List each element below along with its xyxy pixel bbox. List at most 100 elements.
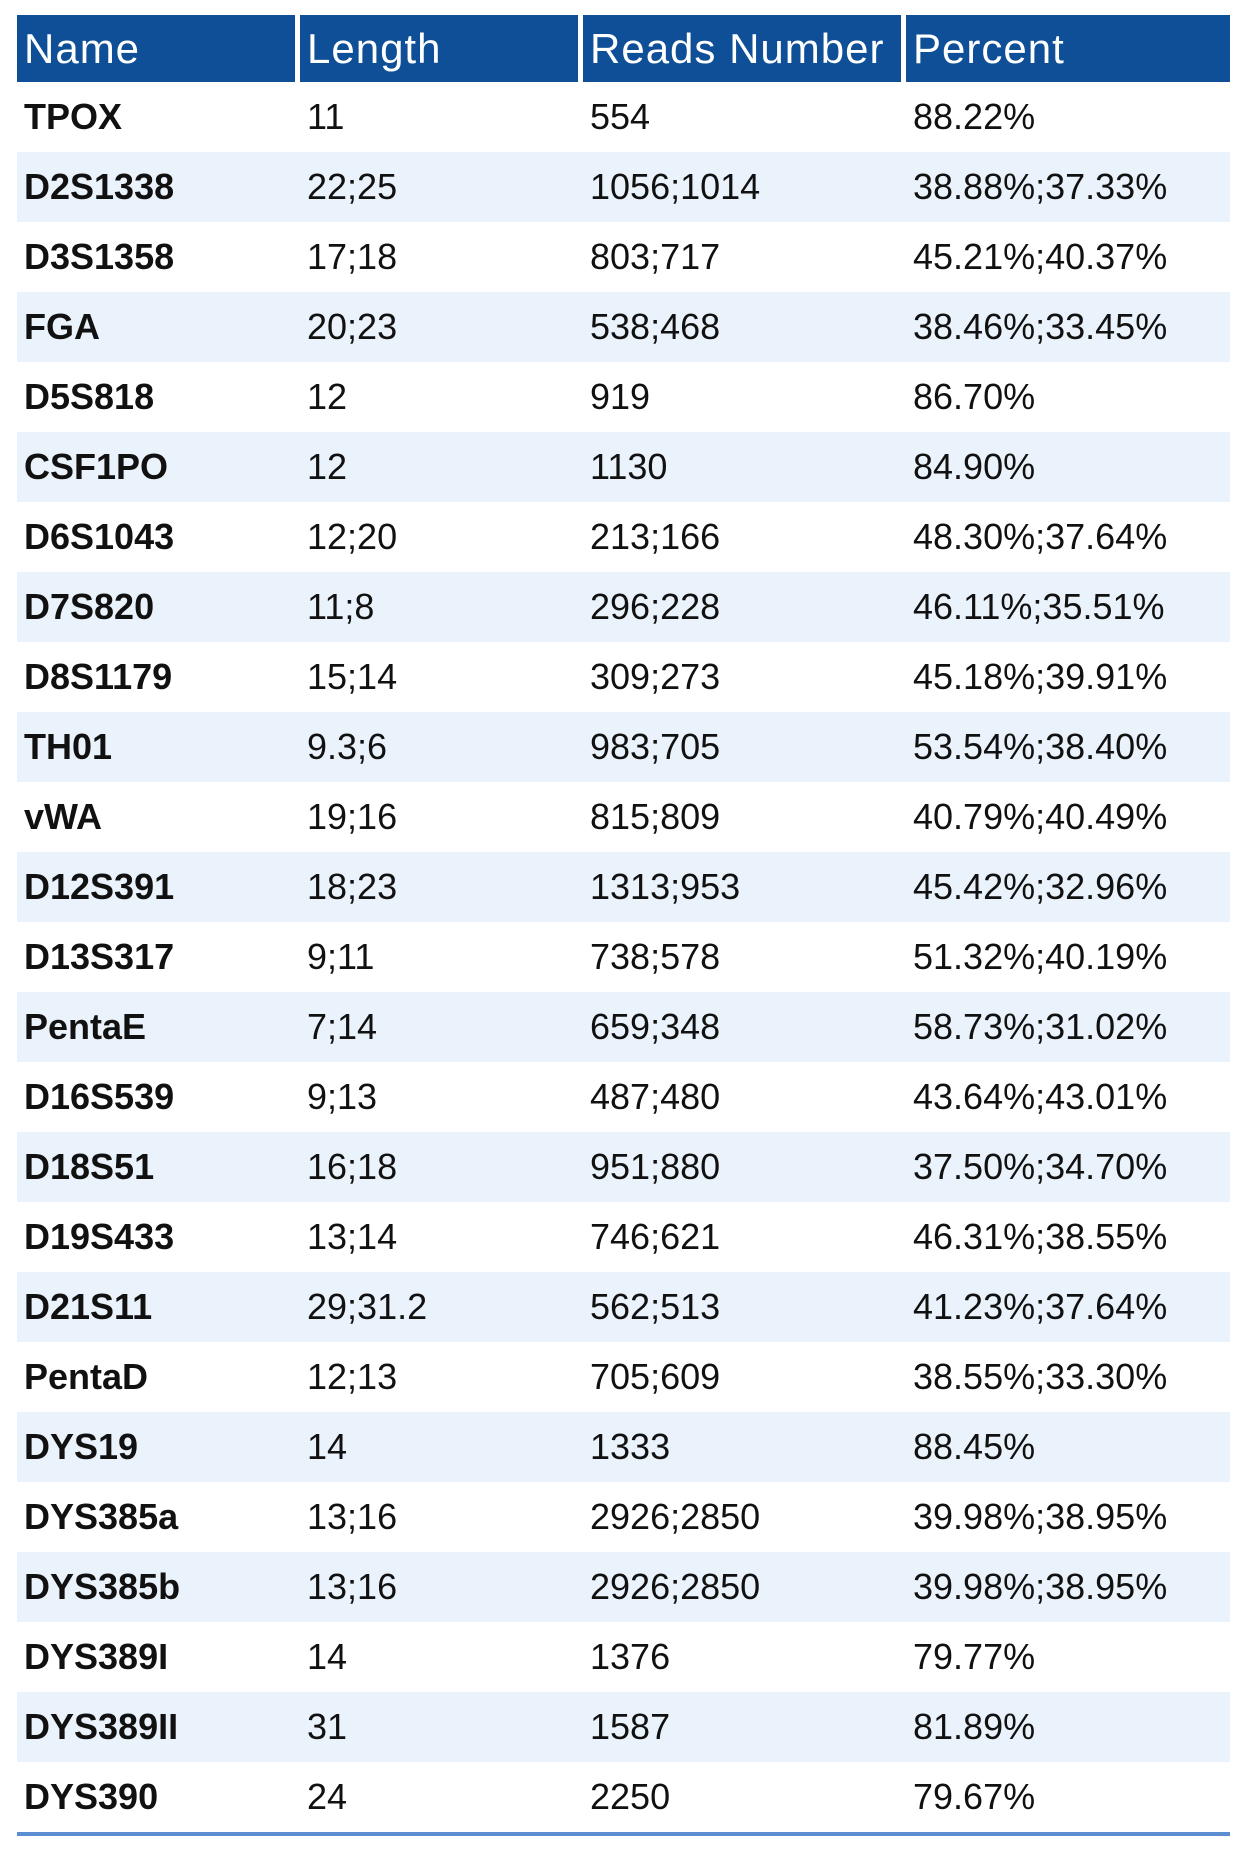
str-results-table-container: Name Length Reads Number Percent TPOX 11 5… (17, 15, 1230, 1836)
table-row: D8S1179 15;14 309;273 45.18%;39.91% (17, 642, 1230, 712)
cell-length: 12;13 (300, 1342, 583, 1412)
cell-reads-number: 2250 (583, 1762, 906, 1832)
cell-percent: 79.67% (906, 1762, 1230, 1832)
table-bottom-rule (17, 1832, 1230, 1836)
cell-length: 9;11 (300, 922, 583, 992)
cell-name: D5S818 (17, 362, 300, 432)
cell-length: 9;13 (300, 1062, 583, 1132)
cell-length: 19;16 (300, 782, 583, 852)
cell-percent: 43.64%;43.01% (906, 1062, 1230, 1132)
cell-percent: 38.55%;33.30% (906, 1342, 1230, 1412)
cell-percent: 37.50%;34.70% (906, 1132, 1230, 1202)
column-header-name: Name (17, 15, 300, 82)
cell-percent: 79.77% (906, 1622, 1230, 1692)
cell-name: PentaE (17, 992, 300, 1062)
cell-name: D18S51 (17, 1132, 300, 1202)
table-row: CSF1PO 12 1130 84.90% (17, 432, 1230, 502)
cell-percent: 38.46%;33.45% (906, 292, 1230, 362)
table-row: D5S818 12 919 86.70% (17, 362, 1230, 432)
cell-percent: 39.98%;38.95% (906, 1482, 1230, 1552)
cell-length: 14 (300, 1412, 583, 1482)
cell-length: 16;18 (300, 1132, 583, 1202)
cell-reads-number: 296;228 (583, 572, 906, 642)
cell-name: D12S391 (17, 852, 300, 922)
table-row: DYS390 24 2250 79.67% (17, 1762, 1230, 1832)
cell-length: 12;20 (300, 502, 583, 572)
cell-percent: 46.11%;35.51% (906, 572, 1230, 642)
cell-reads-number: 803;717 (583, 222, 906, 292)
cell-reads-number: 738;578 (583, 922, 906, 992)
cell-percent: 81.89% (906, 1692, 1230, 1762)
table-row: D2S1338 22;25 1056;1014 38.88%;37.33% (17, 152, 1230, 222)
cell-reads-number: 815;809 (583, 782, 906, 852)
cell-reads-number: 951;880 (583, 1132, 906, 1202)
cell-percent: 88.45% (906, 1412, 1230, 1482)
cell-percent: 45.18%;39.91% (906, 642, 1230, 712)
table-row: D18S51 16;18 951;880 37.50%;34.70% (17, 1132, 1230, 1202)
table-row: D13S317 9;11 738;578 51.32%;40.19% (17, 922, 1230, 992)
cell-name: DYS389I (17, 1622, 300, 1692)
cell-name: DYS19 (17, 1412, 300, 1482)
table-row: PentaD 12;13 705;609 38.55%;33.30% (17, 1342, 1230, 1412)
cell-name: FGA (17, 292, 300, 362)
cell-length: 17;18 (300, 222, 583, 292)
cell-name: D7S820 (17, 572, 300, 642)
table-row: D16S539 9;13 487;480 43.64%;43.01% (17, 1062, 1230, 1132)
cell-length: 11 (300, 82, 583, 152)
cell-length: 9.3;6 (300, 712, 583, 782)
cell-reads-number: 919 (583, 362, 906, 432)
column-header-percent: Percent (906, 15, 1230, 82)
cell-percent: 40.79%;40.49% (906, 782, 1230, 852)
cell-name: DYS389II (17, 1692, 300, 1762)
cell-reads-number: 1333 (583, 1412, 906, 1482)
table-row: DYS19 14 1333 88.45% (17, 1412, 1230, 1482)
cell-name: DYS385a (17, 1482, 300, 1552)
table-row: DYS385b 13;16 2926;2850 39.98%;38.95% (17, 1552, 1230, 1622)
table-row: D6S1043 12;20 213;166 48.30%;37.64% (17, 502, 1230, 572)
cell-length: 11;8 (300, 572, 583, 642)
cell-reads-number: 1056;1014 (583, 152, 906, 222)
cell-name: DYS390 (17, 1762, 300, 1832)
cell-length: 14 (300, 1622, 583, 1692)
table-row: D21S11 29;31.2 562;513 41.23%;37.64% (17, 1272, 1230, 1342)
cell-name: D2S1338 (17, 152, 300, 222)
table-row: DYS385a 13;16 2926;2850 39.98%;38.95% (17, 1482, 1230, 1552)
cell-percent: 45.42%;32.96% (906, 852, 1230, 922)
column-header-length: Length (300, 15, 583, 82)
cell-reads-number: 562;513 (583, 1272, 906, 1342)
cell-reads-number: 705;609 (583, 1342, 906, 1412)
cell-percent: 46.31%;38.55% (906, 1202, 1230, 1272)
cell-percent: 84.90% (906, 432, 1230, 502)
cell-name: D16S539 (17, 1062, 300, 1132)
cell-name: DYS385b (17, 1552, 300, 1622)
cell-length: 31 (300, 1692, 583, 1762)
cell-reads-number: 1130 (583, 432, 906, 502)
cell-reads-number: 538;468 (583, 292, 906, 362)
cell-name: D13S317 (17, 922, 300, 992)
cell-percent: 45.21%;40.37% (906, 222, 1230, 292)
cell-name: D19S433 (17, 1202, 300, 1272)
cell-length: 13;16 (300, 1482, 583, 1552)
table-row: TH01 9.3;6 983;705 53.54%;38.40% (17, 712, 1230, 782)
cell-reads-number: 309;273 (583, 642, 906, 712)
cell-percent: 41.23%;37.64% (906, 1272, 1230, 1342)
cell-reads-number: 487;480 (583, 1062, 906, 1132)
cell-percent: 58.73%;31.02% (906, 992, 1230, 1062)
table-row: FGA 20;23 538;468 38.46%;33.45% (17, 292, 1230, 362)
table-row: D7S820 11;8 296;228 46.11%;35.51% (17, 572, 1230, 642)
table-body: TPOX 11 554 88.22% D2S1338 22;25 1056;1014 38.8… (17, 82, 1230, 1832)
table-row: D3S1358 17;18 803;717 45.21%;40.37% (17, 222, 1230, 292)
cell-length: 18;23 (300, 852, 583, 922)
cell-length: 22;25 (300, 152, 583, 222)
cell-reads-number: 554 (583, 82, 906, 152)
cell-name: CSF1PO (17, 432, 300, 502)
cell-length: 7;14 (300, 992, 583, 1062)
table-row: D19S433 13;14 746;621 46.31%;38.55% (17, 1202, 1230, 1272)
cell-reads-number: 2926;2850 (583, 1482, 906, 1552)
header-row: Name Length Reads Number Percent (17, 15, 1230, 82)
cell-length: 20;23 (300, 292, 583, 362)
table-row: D12S391 18;23 1313;953 45.42%;32.96% (17, 852, 1230, 922)
table-row: vWA 19;16 815;809 40.79%;40.49% (17, 782, 1230, 852)
cell-name: TH01 (17, 712, 300, 782)
str-results-table: Name Length Reads Number Percent TPOX 11 5… (17, 15, 1230, 1832)
